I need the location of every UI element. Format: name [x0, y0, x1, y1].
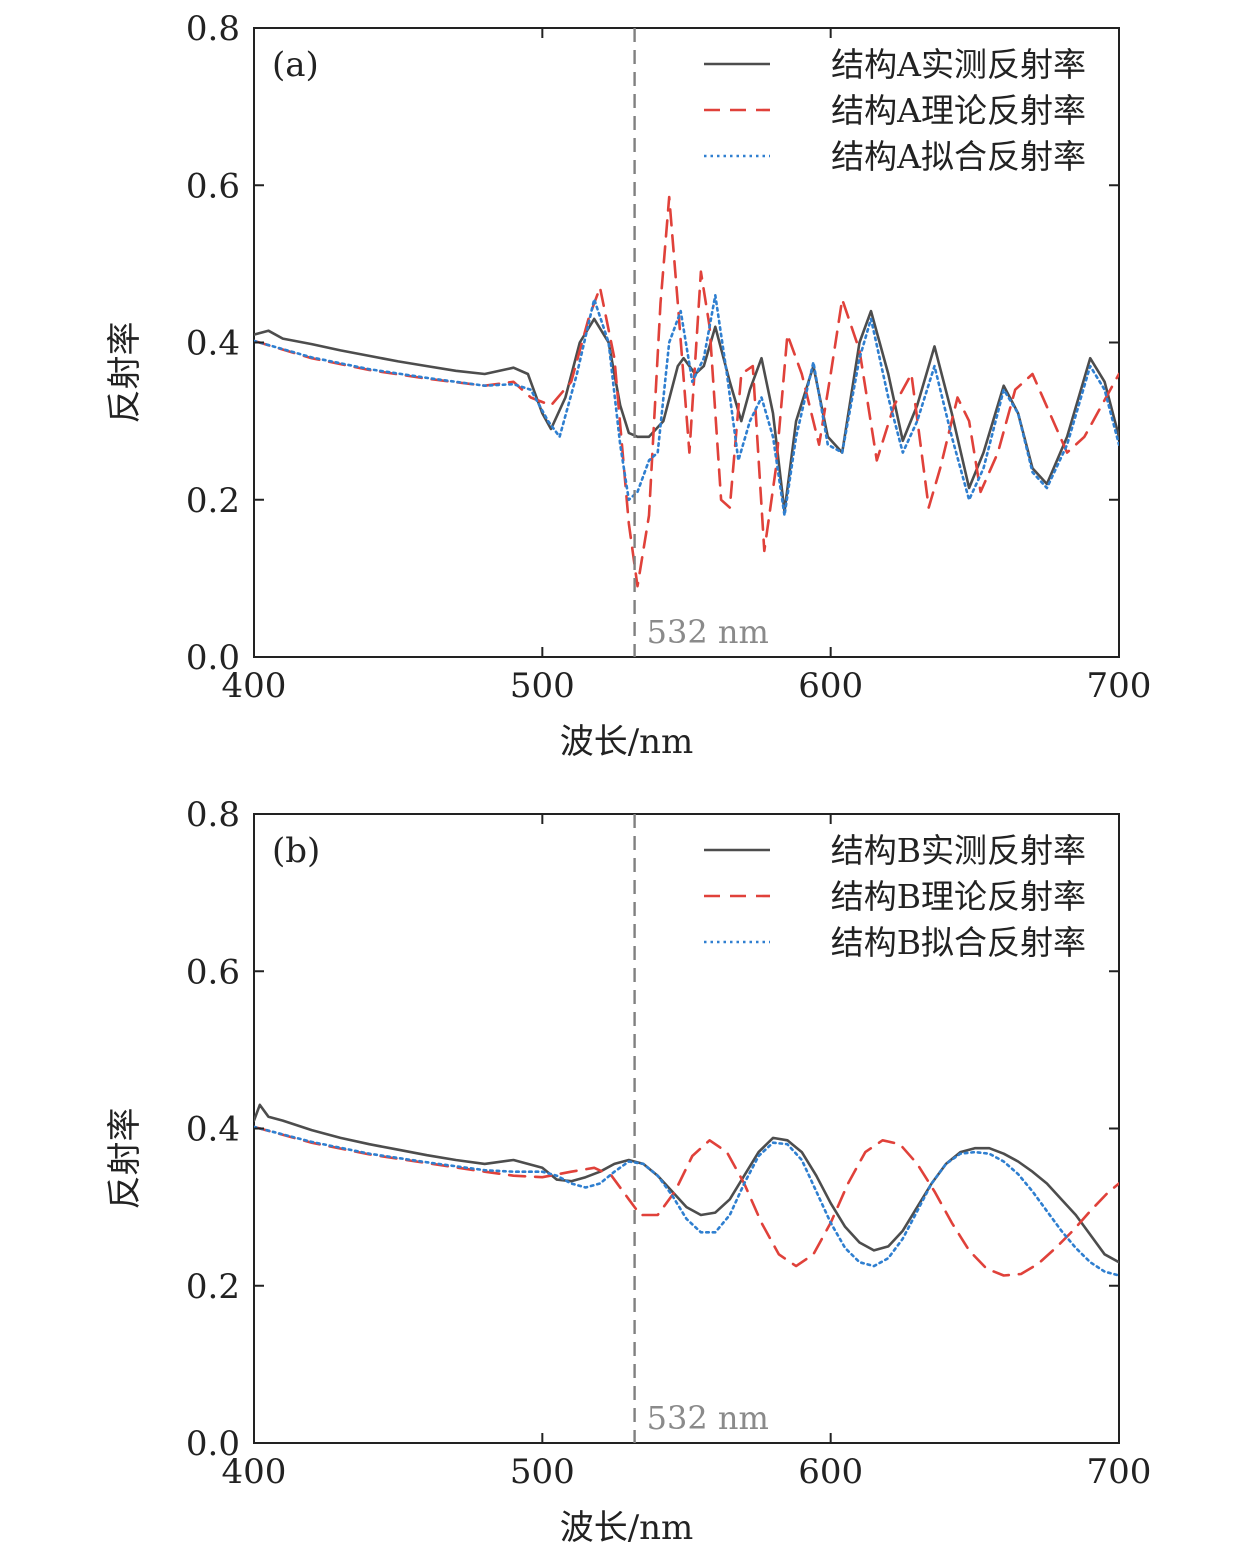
legend-entry-measured: 结构B实测反射率: [831, 831, 1086, 870]
series-line-solid: [254, 309, 1119, 513]
series-line-dashed: [254, 195, 1119, 588]
series-layer: [254, 1103, 1119, 1277]
x-tick-label: 500: [510, 666, 575, 706]
legend: 结构B实测反射率 结构B理论反射率 结构B拟合反射率: [704, 831, 1086, 962]
legend-entry-measured: 结构A实测反射率: [831, 45, 1086, 84]
x-tick-label: 600: [798, 666, 863, 706]
x-axis-title: 波长/nm: [560, 1508, 694, 1548]
x-tick-label: 700: [1087, 666, 1152, 706]
legend-entry-theory: 结构A理论反射率: [831, 91, 1086, 130]
series-layer: [254, 195, 1119, 588]
y-tick-label: 0.6: [186, 166, 240, 206]
y-tick-label: 0.8: [186, 9, 240, 49]
axis-ticks: 400 500 600 700 0.0 0.2 0.4 0.6 0.8: [186, 795, 1152, 1492]
chart-panel-b: 532 nm 400 500 600 700 0.0 0.2 0.4 0.6 0.8 (b) 波…: [105, 795, 1151, 1548]
axis-ticks: 400 500 600 700 0.0 0.2 0.4 0.6 0.8: [186, 9, 1152, 706]
y-tick-label: 0.2: [186, 481, 240, 521]
series-line-dotted: [254, 1125, 1119, 1277]
x-tick-label: 500: [510, 1452, 575, 1492]
legend-entry-fit: 结构B拟合反射率: [831, 923, 1086, 962]
x-tick-label: 600: [798, 1452, 863, 1492]
legend-entry-fit: 结构A拟合反射率: [831, 137, 1086, 176]
wavelength-marker-label: 532 nm: [647, 1399, 769, 1437]
x-tick-label: 400: [222, 1452, 287, 1492]
y-tick-label: 0.0: [186, 638, 240, 678]
y-tick-label: 0.6: [186, 952, 240, 992]
x-axis-title: 波长/nm: [560, 722, 694, 762]
x-tick-label: 400: [222, 666, 287, 706]
series-line-dotted: [254, 293, 1119, 517]
y-axis-title: 反射率: [105, 322, 145, 424]
y-tick-label: 0.4: [186, 324, 240, 364]
legend: 结构A实测反射率 结构A理论反射率 结构A拟合反射率: [704, 45, 1086, 176]
y-tick-label: 0.4: [186, 1110, 240, 1150]
series-line-solid: [254, 1103, 1119, 1264]
panel-label: (a): [272, 45, 319, 85]
y-tick-label: 0.0: [186, 1424, 240, 1464]
wavelength-marker-label: 532 nm: [647, 613, 769, 651]
panel-label: (b): [272, 831, 320, 871]
chart-panel-a: 532 nm 400 500 600 700 0.0 0.2 0.4 0.6 0.8 (a) 波…: [105, 9, 1151, 762]
y-axis-title: 反射率: [105, 1108, 145, 1210]
y-tick-label: 0.2: [186, 1267, 240, 1307]
x-tick-label: 700: [1087, 1452, 1152, 1492]
legend-entry-theory: 结构B理论反射率: [831, 877, 1086, 916]
y-tick-label: 0.8: [186, 795, 240, 835]
